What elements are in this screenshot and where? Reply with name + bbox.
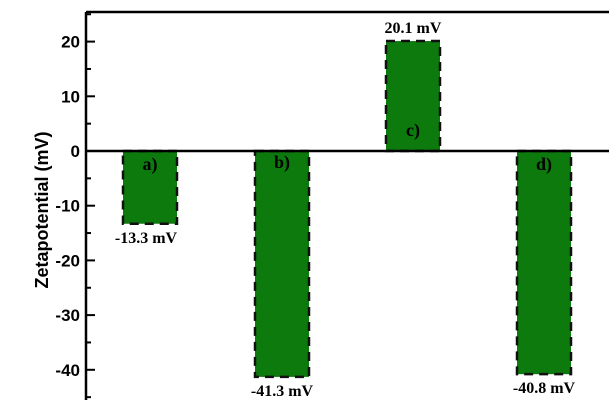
bar-value-label: -13.3 mV bbox=[115, 230, 178, 247]
bar-category-label: a) bbox=[143, 154, 158, 175]
bar-category-label: d) bbox=[536, 154, 552, 175]
bar-0 bbox=[121, 149, 179, 226]
bar-1 bbox=[253, 149, 311, 379]
bar-value-label: -41.3 mV bbox=[251, 383, 314, 400]
y-tick-label: 10 bbox=[61, 87, 80, 106]
bar-category-label: b) bbox=[274, 152, 290, 173]
bar-2 bbox=[384, 39, 442, 153]
bars bbox=[121, 39, 573, 379]
y-ticks: 20 10 0 -10 -20 -30 -40 bbox=[55, 13, 95, 399]
y-axis-label: Zetapotential (mV) bbox=[32, 131, 52, 288]
bar-3 bbox=[515, 149, 573, 376]
bar-category-label: c) bbox=[406, 120, 420, 141]
bar-value-label: 20.1 mV bbox=[385, 20, 442, 37]
data-labels: a) b) c) d) -13.3 mV -41.3 mV 20.1 mV -40.8 mV bbox=[115, 20, 576, 400]
axes bbox=[84, 10, 609, 400]
y-tick-label: -20 bbox=[55, 251, 80, 270]
y-tick-label: -10 bbox=[55, 197, 80, 216]
y-tick-label: 20 bbox=[61, 33, 80, 52]
y-tick-label: 0 bbox=[71, 142, 80, 161]
y-tick-label: -40 bbox=[55, 361, 80, 380]
bar-value-label: -40.8 mV bbox=[513, 380, 576, 397]
y-tick-label: -30 bbox=[55, 306, 80, 325]
